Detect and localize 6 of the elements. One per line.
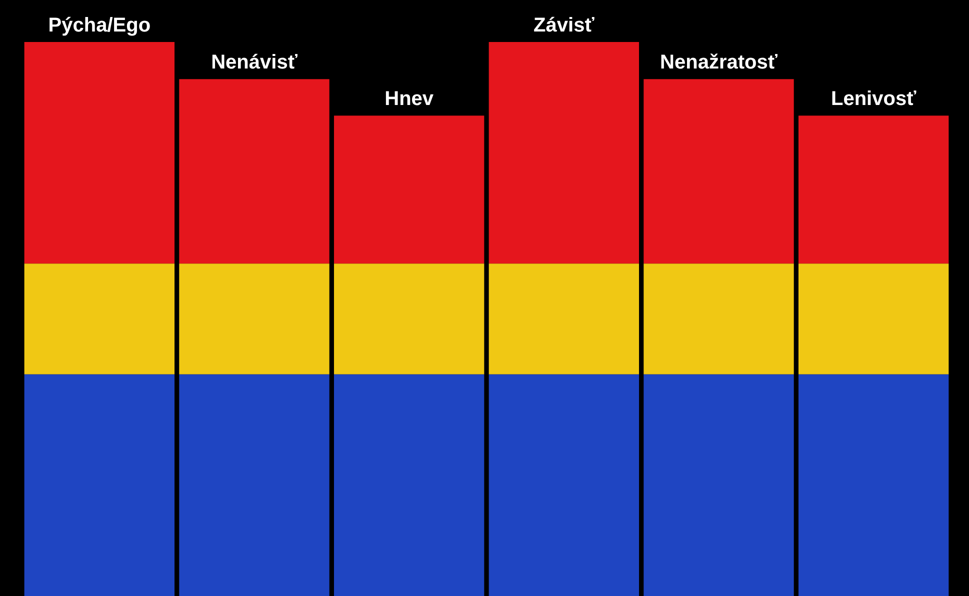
x-tick-label: Nenávisť xyxy=(211,52,298,74)
x-tick-label: Pýcha/Ego xyxy=(48,14,151,37)
x-tick-label: Hnev xyxy=(384,88,434,110)
x-tick-label: Závisť xyxy=(534,14,595,37)
x-tick-label: Lenivosť xyxy=(831,88,917,110)
x-tick-label: Nenažratosť xyxy=(660,52,778,74)
